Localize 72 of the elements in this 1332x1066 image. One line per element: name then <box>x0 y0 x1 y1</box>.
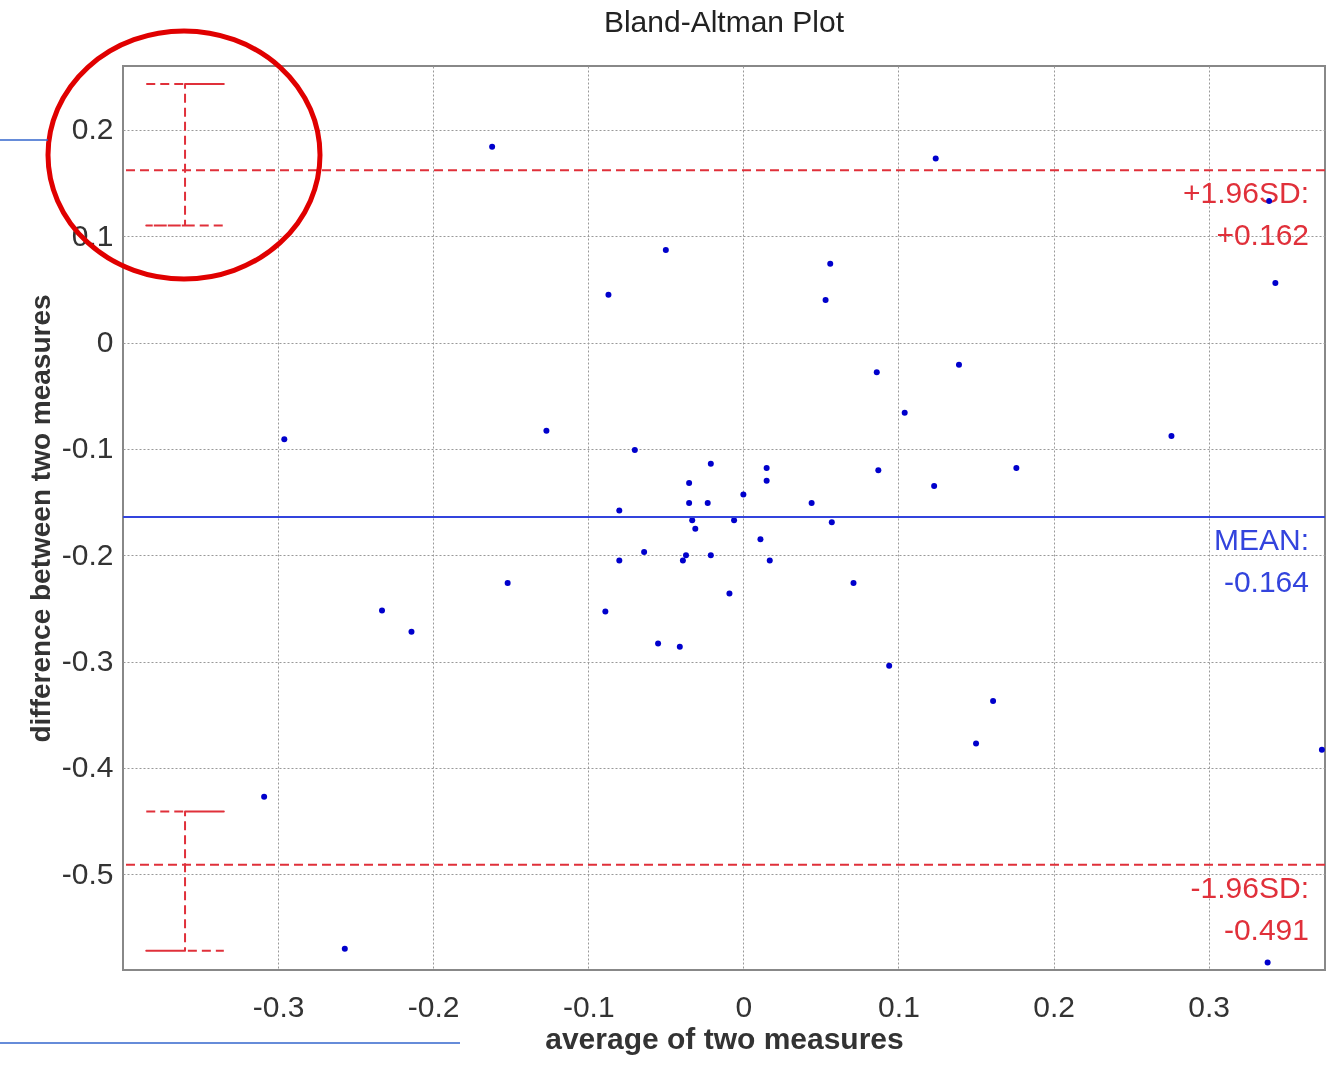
point <box>281 436 288 443</box>
point <box>766 557 773 564</box>
point <box>543 427 550 434</box>
y-tick-label: -0.5 <box>61 856 114 890</box>
point <box>955 361 962 368</box>
point <box>740 491 747 498</box>
point <box>763 477 770 484</box>
y-tick-label: -0.4 <box>61 750 114 784</box>
point <box>973 740 980 747</box>
point <box>1013 465 1020 472</box>
point <box>763 465 770 472</box>
ref-line-label: +1.96SD: +0.162 <box>1183 176 1309 252</box>
ref-line-label: -1.96SD: -0.491 <box>1190 870 1309 946</box>
x-tick-label: 0.3 <box>1188 989 1231 1023</box>
point <box>828 519 835 526</box>
point <box>731 517 738 524</box>
y-tick-label: -0.2 <box>61 537 114 571</box>
point <box>707 552 714 559</box>
point <box>689 517 696 524</box>
y-axis-title: difference between two measures <box>24 294 56 743</box>
point <box>341 945 348 952</box>
x-tick-label: 0.2 <box>1033 989 1075 1023</box>
point <box>822 296 829 303</box>
point <box>602 608 609 615</box>
point <box>655 640 662 647</box>
point <box>489 143 496 150</box>
point <box>1318 746 1325 753</box>
point <box>827 260 834 267</box>
point <box>686 479 693 486</box>
point <box>901 409 908 416</box>
point <box>662 247 669 253</box>
y-tick-label: -0.3 <box>61 644 114 678</box>
point <box>873 369 880 376</box>
point <box>605 291 612 298</box>
point <box>757 536 764 543</box>
point <box>886 662 893 669</box>
point <box>726 590 733 597</box>
point <box>686 500 693 507</box>
point <box>932 155 939 162</box>
point <box>683 552 689 559</box>
point <box>704 500 711 507</box>
point <box>1168 433 1175 440</box>
point <box>707 460 714 467</box>
point <box>616 507 623 514</box>
point <box>408 628 415 635</box>
ref-line-label: MEAN: -0.164 <box>1213 522 1309 598</box>
x-tick-label: 0.1 <box>878 989 920 1023</box>
point <box>504 579 511 586</box>
point <box>931 483 938 490</box>
point <box>875 467 882 474</box>
y-tick-label: 0 <box>96 325 114 359</box>
point <box>379 607 386 614</box>
x-tick-label: 0 <box>735 989 753 1023</box>
point <box>692 525 699 532</box>
point <box>679 557 686 564</box>
point <box>631 446 638 453</box>
x-tick-label: -0.3 <box>252 989 305 1023</box>
x-axis-title: average of two measures <box>545 1021 904 1055</box>
x-tick-label: -0.1 <box>562 989 615 1023</box>
point <box>676 643 683 650</box>
point <box>808 500 815 507</box>
point <box>850 579 857 586</box>
y-tick-label: -0.1 <box>61 431 114 465</box>
point <box>1272 279 1279 286</box>
point <box>990 697 997 704</box>
chart-title: Bland-Altman Plot <box>603 5 845 38</box>
y-tick-label: 0.2 <box>71 112 114 146</box>
x-tick-label: -0.2 <box>407 989 460 1023</box>
point <box>641 549 648 556</box>
point <box>1264 959 1271 966</box>
point <box>616 557 623 564</box>
point <box>261 793 268 800</box>
